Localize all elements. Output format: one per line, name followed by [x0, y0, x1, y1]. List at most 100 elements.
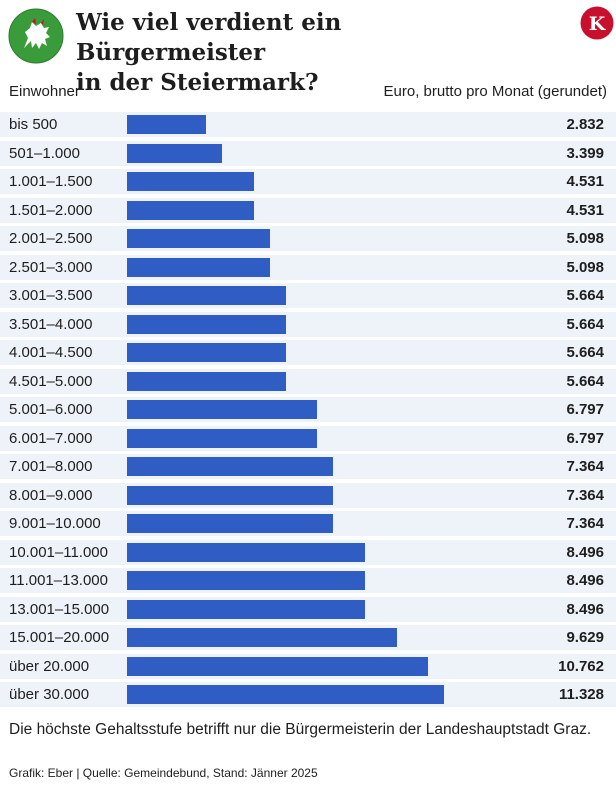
value-label: 6.797: [566, 429, 604, 447]
category-label: über 20.000: [9, 657, 90, 675]
value-label: 5.664: [566, 344, 604, 361]
value-label: 8.496: [566, 543, 604, 561]
bar: [127, 200, 254, 220]
footnote: Die höchste Gehaltsstufe betrifft nur di…: [9, 721, 592, 738]
bar: [127, 343, 286, 362]
chart-title-line-2: in der Steiermark?: [76, 69, 319, 96]
bar: [127, 172, 254, 191]
table-row: 4.001–4.500 5.664: [0, 338, 616, 367]
bar: [127, 685, 444, 704]
bar: [127, 143, 223, 163]
table-row: 2.501–3.000 5.098: [0, 253, 616, 282]
kleine-zeitung-k-logo-icon: K: [580, 6, 614, 40]
table-row: über 20.000 10.762: [0, 652, 616, 681]
table-row: 11.001–13.000 8.496: [0, 566, 616, 595]
value-label: 5.098: [566, 230, 604, 247]
value-label: 7.364: [566, 515, 604, 532]
bar: [127, 371, 286, 391]
category-label: bis 500: [9, 116, 58, 133]
bar: [127, 428, 318, 448]
value-label: 4.531: [566, 201, 604, 219]
bar: [127, 485, 334, 505]
table-row: 13.001–15.000 8.496: [0, 595, 616, 624]
row-background: [0, 368, 616, 394]
table-row: 501–1.000 3.399: [0, 139, 616, 168]
category-label: 2.501–3.000: [9, 258, 93, 276]
category-label: über 30.000: [9, 686, 90, 703]
category-label: 2.001–2.500: [9, 230, 93, 247]
value-label: 11.328: [558, 686, 604, 703]
value-label: 8.496: [566, 600, 604, 618]
value-label: 7.364: [566, 458, 604, 475]
row-background: [0, 112, 616, 137]
bar: [127, 542, 365, 562]
category-label: 5.001–6.000: [9, 401, 93, 418]
category-label: 8.001–9.000: [9, 486, 93, 504]
category-label: 10.001–11.000: [9, 543, 108, 561]
source-line: Grafik: Eber | Quelle: Gemeindebund, Sta…: [9, 766, 318, 780]
category-label: 7.001–8.000: [9, 458, 93, 475]
row-background: [0, 197, 616, 223]
category-label: 9.001–10.000: [9, 515, 101, 532]
k-logo-letter: K: [589, 13, 607, 35]
row-background: [0, 140, 616, 166]
value-label: 10.762: [558, 657, 604, 675]
value-label: 9.629: [566, 629, 604, 646]
value-label: 5.098: [566, 258, 604, 276]
row-background: [0, 226, 616, 251]
value-label: 5.664: [566, 315, 604, 333]
table-row: 1.001–1.500 4.531: [0, 167, 616, 196]
value-label: 4.531: [566, 173, 604, 190]
bar: [127, 314, 286, 334]
row-background: [0, 254, 616, 280]
table-row: 3.501–4.000 5.664: [0, 310, 616, 339]
bar: [127, 400, 318, 419]
category-label: 11.001–13.000: [9, 572, 108, 589]
category-label: 1.001–1.500: [9, 173, 93, 190]
row-background: [0, 283, 616, 308]
table-row: 7.001–8.000 7.364: [0, 452, 616, 481]
category-label: 3.501–4.000: [9, 315, 93, 333]
table-row: 2.001–2.500 5.098: [0, 224, 616, 253]
table-row: über 30.000 11.328: [0, 680, 616, 709]
y-axis-label: Einwohner: [9, 83, 80, 100]
table-row: 9.001–10.000 7.364: [0, 509, 616, 538]
category-label: 15.001–20.000: [9, 629, 110, 646]
category-label: 4.001–4.500: [9, 344, 93, 361]
bar: [127, 628, 397, 647]
bar: [127, 286, 286, 305]
table-row: 10.001–11.000 8.496: [0, 538, 616, 567]
bar: [127, 656, 429, 676]
category-label: 501–1.000: [9, 144, 80, 162]
value-label: 2.832: [566, 116, 604, 133]
table-row: bis 500 2.832: [0, 110, 616, 139]
row-background: [0, 169, 616, 194]
category-label: 4.501–5.000: [9, 372, 93, 390]
table-row: 1.501–2.000 4.531: [0, 196, 616, 225]
bar: [127, 115, 207, 134]
bar: [127, 571, 365, 590]
category-label: 1.501–2.000: [9, 201, 93, 219]
table-row: 8.001–9.000 7.364: [0, 481, 616, 510]
value-label: 3.399: [566, 144, 604, 162]
category-label: 6.001–7.000: [9, 429, 93, 447]
bar: [127, 599, 365, 619]
x-axis-label: Euro, brutto pro Monat (gerundet): [383, 83, 607, 100]
category-label: 3.001–3.500: [9, 287, 93, 304]
value-label: 6.797: [566, 401, 604, 418]
table-row: 3.001–3.500 5.664: [0, 281, 616, 310]
bar: [127, 229, 270, 248]
chart-header: Wie viel verdient ein Bürgermeister in d…: [0, 0, 616, 96]
table-row: 15.001–20.000 9.629: [0, 623, 616, 652]
category-label: 13.001–15.000: [9, 600, 110, 618]
table-row: 6.001–7.000 6.797: [0, 424, 616, 453]
bar: [127, 457, 334, 476]
bar: [127, 514, 334, 533]
value-label: 7.364: [566, 486, 604, 504]
value-label: 5.664: [566, 372, 604, 390]
row-background: [0, 340, 616, 365]
table-row: 5.001–6.000 6.797: [0, 395, 616, 424]
bar: [127, 257, 270, 277]
styria-panther-coat-of-arms-icon: [8, 8, 64, 64]
row-background: [0, 311, 616, 337]
